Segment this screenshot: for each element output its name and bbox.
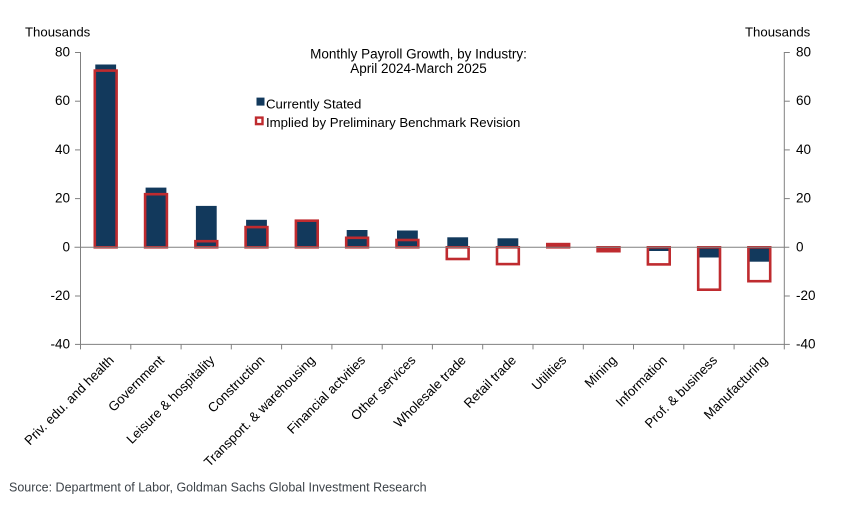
svg-text:Source: Department of Labor, G: Source: Department of Labor, Goldman Sac… — [9, 481, 427, 495]
svg-text:60: 60 — [796, 93, 811, 108]
svg-text:20: 20 — [55, 191, 70, 206]
svg-text:Monthly Payroll Growth, by Ind: Monthly Payroll Growth, by Industry: — [310, 46, 527, 61]
svg-text:Retail trade: Retail trade — [461, 353, 519, 411]
svg-text:Thousands: Thousands — [745, 24, 811, 39]
svg-text:Thousands: Thousands — [25, 24, 91, 39]
svg-text:20: 20 — [796, 191, 811, 206]
svg-text:40: 40 — [55, 142, 70, 157]
svg-text:Priv. edu. and health: Priv. edu. and health — [21, 353, 116, 448]
svg-text:Mining: Mining — [582, 353, 620, 391]
svg-text:April 2024-March 2025: April 2024-March 2025 — [350, 61, 487, 76]
svg-text:Currently Stated: Currently Stated — [266, 96, 361, 111]
svg-text:40: 40 — [796, 142, 811, 157]
svg-text:80: 80 — [55, 45, 70, 60]
svg-text:-20: -20 — [796, 288, 816, 303]
svg-text:80: 80 — [796, 45, 811, 60]
svg-text:Implied by Preliminary Benchma: Implied by Preliminary Benchmark Revisio… — [266, 115, 520, 130]
svg-text:Utilities: Utilities — [529, 352, 570, 393]
svg-text:-40: -40 — [50, 337, 70, 352]
svg-text:0: 0 — [62, 239, 70, 254]
svg-text:60: 60 — [55, 93, 70, 108]
svg-text:-40: -40 — [796, 337, 816, 352]
svg-text:-20: -20 — [50, 288, 70, 303]
svg-text:Leisure & hospitality: Leisure & hospitality — [123, 352, 217, 446]
svg-text:0: 0 — [796, 239, 804, 254]
